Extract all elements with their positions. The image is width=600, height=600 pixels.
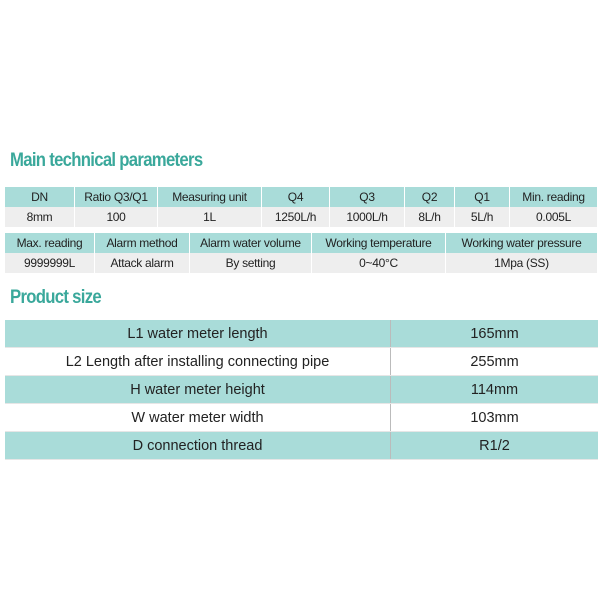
product-size-title: Product size — [10, 287, 102, 308]
size-value: R1/2 — [479, 437, 510, 454]
size-value: 255mm — [470, 353, 519, 370]
value-cell: 9999999L — [5, 253, 95, 273]
value-cell: 5L/h — [455, 207, 510, 227]
header-cell: Q3 — [330, 187, 405, 207]
value-cell: 0.005L — [510, 207, 598, 227]
value-cell: 0~40°C — [312, 253, 446, 273]
header-cell: Q2 — [405, 187, 455, 207]
size-label: L1 water meter length — [5, 320, 391, 347]
value-cell: By setting — [190, 253, 312, 273]
product-size-table: L1 water meter length 165mm L2 Length aft… — [5, 320, 598, 460]
header-cell: Ratio Q3/Q1 — [75, 187, 158, 207]
main-params-title: Main technical parameters — [10, 150, 203, 171]
value-cell: Attack alarm — [95, 253, 190, 273]
size-label: W water meter width — [5, 404, 391, 431]
value-cell: 100 — [75, 207, 158, 227]
header-cell: Alarm method — [95, 233, 190, 253]
header-cell: Max. reading — [5, 233, 95, 253]
params-table-1: DN Ratio Q3/Q1 Measuring unit Q4 Q3 Q2 Q… — [5, 187, 598, 227]
header-cell: Q4 — [262, 187, 330, 207]
header-cell: Q1 — [455, 187, 510, 207]
header-cell: Working water pressure — [446, 233, 598, 253]
table-row: W water meter width 103mm — [5, 404, 598, 432]
header-cell: Working temperature — [312, 233, 446, 253]
header-cell: Min. reading — [510, 187, 598, 207]
header-cell: Alarm water volume — [190, 233, 312, 253]
value-cell: 8mm — [5, 207, 75, 227]
size-value: 103mm — [470, 409, 519, 426]
value-cell: 8L/h — [405, 207, 455, 227]
table-row: L2 Length after installing connecting pi… — [5, 348, 598, 376]
size-value: 165mm — [470, 325, 519, 342]
size-label: H water meter height — [5, 376, 391, 403]
header-cell: Measuring unit — [158, 187, 262, 207]
header-cell: DN — [5, 187, 75, 207]
params-table-2: Max. reading Alarm method Alarm water vo… — [5, 233, 598, 273]
size-label: L2 Length after installing connecting pi… — [5, 348, 391, 375]
value-cell: 1250L/h — [262, 207, 330, 227]
table-row: L1 water meter length 165mm — [5, 320, 598, 348]
table-row: H water meter height 114mm — [5, 376, 598, 404]
table-row: D connection thread R1/2 — [5, 432, 598, 460]
value-cell: 1L — [158, 207, 262, 227]
size-value: 114mm — [470, 381, 519, 398]
value-cell: 1Mpa (SS) — [446, 253, 598, 273]
size-label: D connection thread — [5, 432, 391, 459]
value-cell: 1000L/h — [330, 207, 405, 227]
